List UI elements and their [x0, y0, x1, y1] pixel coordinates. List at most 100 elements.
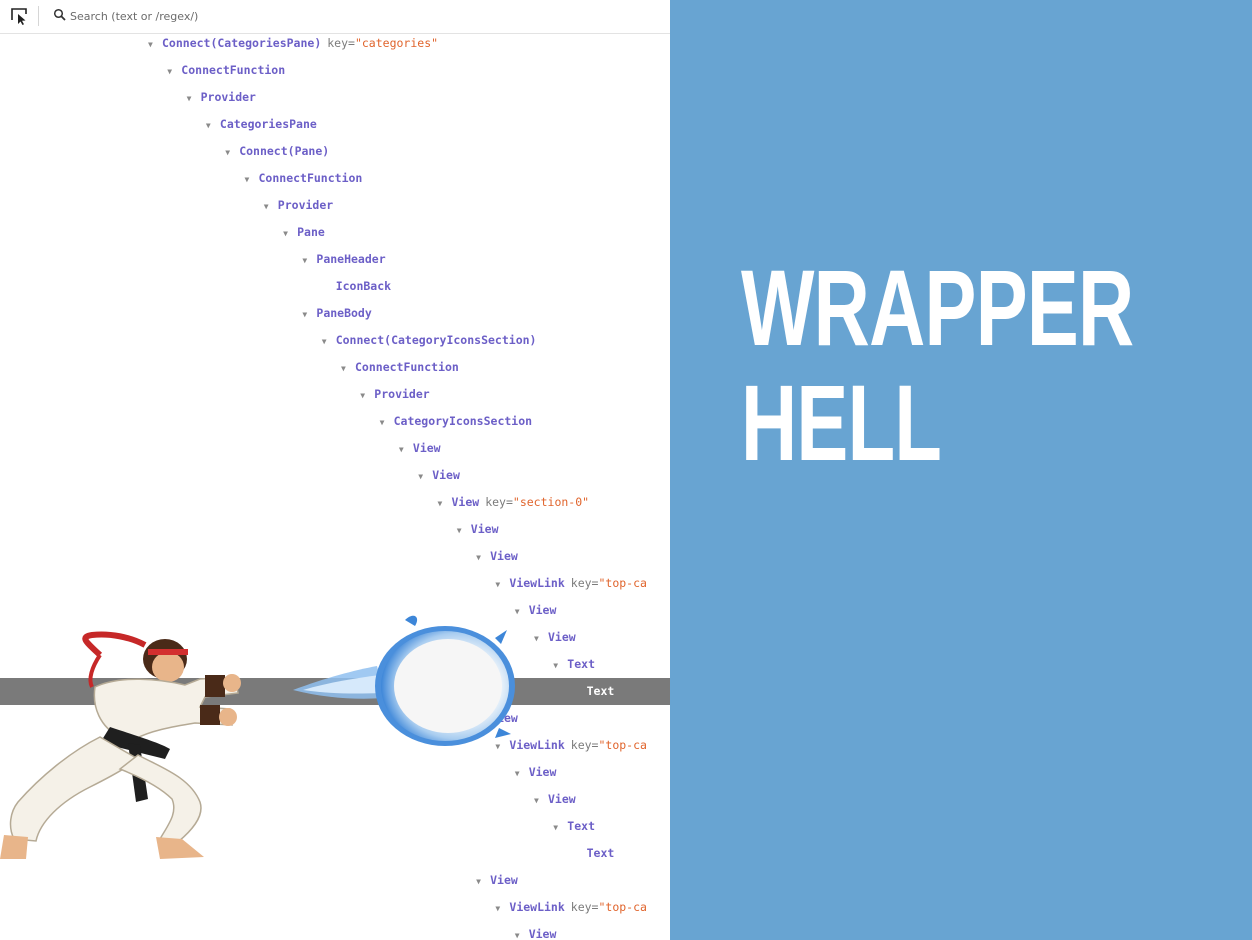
expand-arrow-icon[interactable]: ▼ — [302, 256, 308, 265]
tree-row[interactable]: ▼ View key="section-0" — [0, 489, 670, 516]
prop-key: key= — [485, 495, 513, 509]
expand-arrow-icon[interactable]: ▼ — [360, 391, 366, 400]
tree-row[interactable]: ▼ View — [0, 624, 670, 651]
tree-row[interactable]: ▼ Provider — [0, 84, 670, 111]
tree-row[interactable]: ▼ Provider — [0, 381, 670, 408]
expand-arrow-icon[interactable]: ▼ — [418, 472, 424, 481]
expand-arrow-icon[interactable]: ▼ — [553, 823, 559, 832]
tree-row[interactable]: ▼ ViewLink key="top-ca — [0, 732, 670, 759]
tree-row[interactable]: ▼ Connect(CategoriesPane) key="categories" — [0, 30, 670, 57]
expand-arrow-icon[interactable]: ▼ — [514, 607, 520, 616]
expand-arrow-icon[interactable]: ▼ — [205, 121, 211, 130]
tree-row[interactable]: ▼ View — [0, 462, 670, 489]
tree-row[interactable]: ▼ View — [0, 516, 670, 543]
component-name: View — [528, 765, 557, 779]
expand-arrow-icon[interactable]: ▼ — [476, 553, 481, 562]
tree-row[interactable]: ▼ ConnectFunction — [0, 165, 670, 192]
hadouken-fireball-image — [293, 615, 515, 746]
expand-arrow-icon[interactable]: ▼ — [263, 202, 269, 211]
devtools-toolbar — [0, 0, 670, 34]
prop-key: key= — [327, 36, 355, 50]
expand-arrow-icon[interactable]: ▼ — [398, 445, 404, 454]
component-name: Provider — [374, 387, 430, 401]
search-input[interactable] — [70, 6, 350, 26]
component-name: View — [451, 495, 480, 509]
cursor-select-icon[interactable] — [9, 6, 29, 26]
expand-arrow-icon[interactable]: ▼ — [321, 337, 327, 346]
tree-row[interactable]: ▼ View — [0, 921, 670, 940]
tree-row[interactable]: ▼ ViewLink key="top-ca — [0, 570, 670, 597]
component-name: Connect(Pane) — [239, 144, 330, 158]
component-name: PaneHeader — [316, 252, 386, 266]
tree-row[interactable]: ▼ Text — [0, 651, 670, 678]
tree-row[interactable]: ▼ View — [0, 867, 670, 894]
tree-row[interactable]: ▼ View — [0, 759, 670, 786]
slide-panel: WRAPPER HELL — [670, 0, 1252, 940]
component-name: Pane — [297, 225, 325, 239]
component-name: CategoryIconsSection — [393, 414, 533, 428]
component-name: Connect(CategoriesPane) — [162, 36, 322, 50]
expand-arrow-icon[interactable]: ▼ — [379, 418, 385, 427]
expand-arrow-icon[interactable]: ▼ — [302, 310, 308, 319]
tree-row[interactable]: ▼ View — [0, 786, 670, 813]
expand-arrow-icon[interactable]: ▼ — [514, 769, 520, 778]
prop-key: key= — [570, 576, 599, 590]
prop-key: key= — [570, 900, 599, 914]
expand-arrow-icon[interactable]: ▼ — [553, 661, 559, 670]
prop-value: "top-ca — [598, 738, 647, 752]
tree-row[interactable]: Text — [0, 840, 670, 867]
component-name: Text — [586, 846, 615, 860]
tree-row[interactable]: ▼ View — [0, 543, 670, 570]
tree-row[interactable]: ▼ CategoryIconsSection — [0, 408, 670, 435]
tree-row[interactable]: ▼ CategoriesPane — [0, 111, 670, 138]
tree-row[interactable]: ▼ Text — [0, 813, 670, 840]
component-name: ViewLink — [509, 576, 565, 590]
component-name: ViewLink — [509, 738, 565, 752]
component-name: ViewLink — [509, 900, 565, 914]
component-name: View — [528, 927, 557, 940]
expand-arrow-icon[interactable]: ▼ — [495, 742, 501, 751]
component-name: ConnectFunction — [181, 63, 286, 77]
tree-row[interactable]: ▼ Connect(CategoryIconsSection) — [0, 327, 670, 354]
component-name: View — [470, 522, 499, 536]
expand-arrow-icon[interactable]: ▼ — [534, 634, 539, 643]
tree-row[interactable]: ▼ ConnectFunction — [0, 354, 670, 381]
expand-arrow-icon[interactable]: ▼ — [456, 526, 462, 535]
expand-arrow-icon[interactable]: ▼ — [476, 877, 481, 886]
component-name: IconBack — [335, 279, 392, 293]
expand-arrow-icon[interactable]: ▼ — [225, 148, 231, 157]
tree-row[interactable]: IconBack — [0, 273, 670, 300]
component-name: PaneBody — [316, 306, 372, 320]
expand-arrow-icon[interactable]: ▼ — [495, 904, 501, 913]
slide-title-line-1: WRAPPER — [741, 247, 1134, 368]
component-name: Text — [567, 657, 595, 671]
expand-arrow-icon[interactable]: ▼ — [148, 40, 153, 49]
expand-arrow-icon[interactable]: ▼ — [534, 796, 539, 805]
component-name: Provider — [200, 90, 256, 104]
tree-row[interactable]: ▼ View — [0, 435, 670, 462]
magnifier-icon — [53, 8, 66, 21]
expand-arrow-icon[interactable]: ▼ — [186, 94, 192, 103]
tree-row[interactable]: ▼ Pane — [0, 219, 670, 246]
tree-row[interactable]: ▼ ConnectFunction — [0, 57, 670, 84]
expand-arrow-icon[interactable]: ▼ — [244, 175, 250, 184]
expand-arrow-icon[interactable]: ▼ — [283, 229, 288, 238]
component-name: View — [548, 792, 576, 806]
prop-value: "categories" — [354, 36, 439, 50]
expand-arrow-icon[interactable]: ▼ — [167, 67, 173, 76]
tree-row[interactable]: ▼ Connect(Pane) — [0, 138, 670, 165]
tree-row[interactable]: ▼ ViewLink key="top-ca — [0, 894, 670, 921]
expand-arrow-icon[interactable]: ▼ — [437, 499, 443, 508]
tree-row[interactable]: ▼ Provider — [0, 192, 670, 219]
expand-arrow-icon[interactable]: ▼ — [514, 931, 520, 940]
tree-row[interactable]: ▼ View — [0, 597, 670, 624]
prop-value: "top-ca — [598, 900, 647, 914]
tree-row[interactable]: ▼ PaneHeader — [0, 246, 670, 273]
component-name: View — [528, 603, 557, 617]
expand-arrow-icon[interactable]: ▼ — [341, 364, 346, 373]
toolbar-divider — [38, 6, 39, 26]
street-fighter-ryu-image — [0, 631, 241, 859]
expand-arrow-icon[interactable]: ▼ — [495, 580, 501, 589]
component-name: ConnectFunction — [258, 171, 363, 185]
tree-row[interactable]: ▼ PaneBody — [0, 300, 670, 327]
